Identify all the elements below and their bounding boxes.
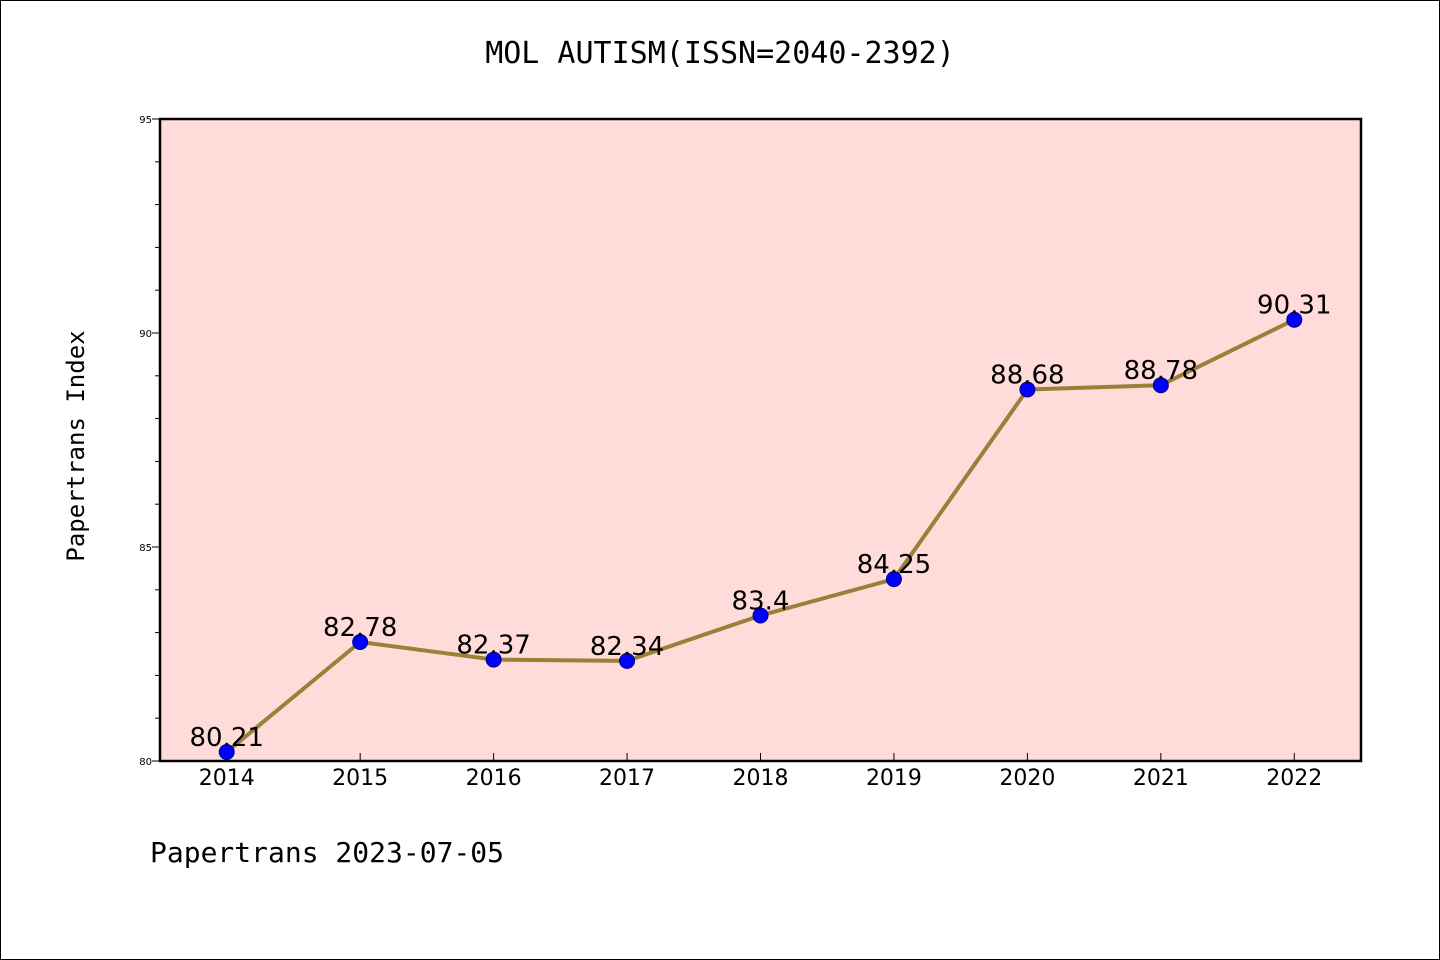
y-tick-label: 80 [139,757,152,768]
x-tick-label: 2021 [1133,766,1189,791]
data-label: 82.37 [456,631,530,661]
data-point-marker [885,571,902,588]
data-point-marker [619,652,636,669]
data-label: 82.34 [590,632,664,662]
data-point-marker [218,744,235,761]
y-tick-label: 85 [139,543,152,554]
data-points [218,311,1303,761]
plot-area [160,119,1361,761]
y-tick-label: 95 [139,115,152,126]
x-tick-label: 2019 [866,766,922,791]
data-label: 83.4 [732,586,790,616]
x-tick-label: 2014 [199,766,255,791]
x-tick-label: 2016 [466,766,522,791]
data-point-marker [352,634,369,651]
y-tick-label: 90 [139,329,152,340]
x-tick-label: 2020 [999,766,1055,791]
x-tick-label: 2017 [599,766,655,791]
data-label: 90.31 [1257,291,1331,321]
data-point-marker [1152,377,1169,394]
data-label: 88.68 [990,360,1064,390]
data-point-marker [485,651,502,668]
data-point-marker [1019,381,1036,398]
y-axis-ticks: 80 85 90 95 [139,115,160,768]
x-tick-label: 2022 [1266,766,1322,791]
chart-title: MOL AUTISM(ISSN=2040-2392) [485,36,955,71]
data-point-marker [752,607,769,624]
data-label: 80.21 [190,723,264,753]
data-label: 88.78 [1124,356,1198,386]
x-tick-label: 2018 [733,766,789,791]
data-label: 82.78 [323,613,397,643]
data-labels: 80.21 82.78 82.37 82.34 83.4 84.25 88.68 88.78 9… [190,291,1332,753]
x-axis-ticks: 2014 2015 2016 2017 2018 2019 2020 2021 2022 [199,753,1322,791]
data-label: 84.25 [857,550,931,580]
data-point-marker [1286,311,1303,328]
plot-border [158,117,1363,763]
footer-text: Papertrans 2023-07-05 [150,836,505,869]
x-tick-label: 2015 [332,766,388,791]
